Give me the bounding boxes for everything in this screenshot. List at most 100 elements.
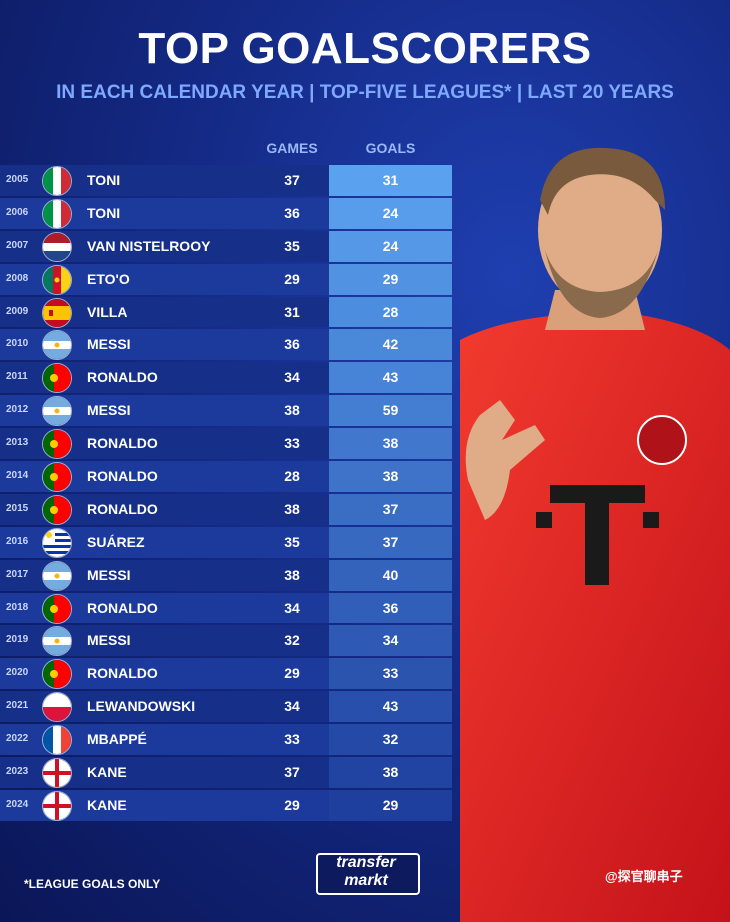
table-row: 2014 RONALDO 28 38: [0, 460, 452, 493]
games-value: 36: [284, 204, 300, 221]
table-row: 2018 RONALDO 34 36: [0, 592, 452, 625]
table-row: 2024 KANE 29 29: [0, 789, 452, 822]
italy-flag: [42, 166, 72, 196]
player-name: MESSI: [87, 632, 131, 649]
logo-line-1: transfer: [336, 854, 396, 871]
year-label: 2024: [6, 798, 29, 810]
table-row: 2015 RONALDO 38 37: [0, 493, 452, 526]
table-row: 2008 ETO'O 29 29: [0, 263, 452, 296]
goals-cell: 59: [329, 395, 452, 427]
goals-value: 32: [382, 731, 399, 748]
year-label: 2017: [6, 568, 29, 580]
cameroon-flag: [42, 264, 72, 295]
year-label: 2005: [6, 174, 29, 185]
table-row: 2007 VAN NISTELROOY 35 24: [0, 230, 452, 263]
table-row: 2011 RONALDO 34 43: [0, 361, 452, 394]
player-name: RONALDO: [87, 665, 158, 682]
goals-value: 43: [382, 369, 399, 386]
goals-column-header: GOALS: [365, 140, 416, 156]
year-label: 2008: [6, 272, 29, 284]
page-title: TOP GOALSCORERS: [138, 24, 592, 73]
goals-cell: 38: [329, 757, 452, 788]
table-row: 2021 LEWANDOWSKI 34 43: [0, 690, 452, 723]
uruguay-flag: [42, 527, 72, 558]
argentina-flag: [42, 560, 72, 591]
games-value: 34: [284, 698, 300, 715]
player-name: RONALDO: [87, 369, 158, 386]
games-value: 38: [284, 566, 300, 583]
player-name: MESSI: [87, 336, 131, 353]
table-row: 2010 MESSI 36 42: [0, 328, 452, 361]
year-label: 2016: [6, 535, 29, 547]
netherlands-flag: [42, 231, 72, 262]
table-row: 2017 MESSI 38 40: [0, 559, 452, 592]
year-label: 2013: [6, 437, 29, 449]
table-row: 2005 TONI 37 31: [0, 164, 452, 197]
games-value: 37: [284, 172, 300, 188]
france-flag: [42, 725, 72, 756]
year-label: 2023: [6, 766, 29, 778]
year-label: 2006: [6, 206, 29, 218]
table-row: 2009 VILLA 31 28: [0, 296, 452, 329]
goals-cell: 29: [329, 789, 452, 821]
table-row: 2006 TONI 36 24: [0, 197, 452, 230]
year-label: 2015: [6, 502, 29, 514]
goals-value: 29: [382, 796, 399, 813]
year-label: 2012: [6, 404, 29, 416]
player-name: RONALDO: [87, 468, 158, 485]
games-value: 35: [284, 533, 300, 550]
player-name: KANE: [87, 764, 127, 781]
year-label: 2011: [6, 371, 28, 383]
games-value: 29: [284, 665, 300, 682]
year-label: 2021: [6, 700, 29, 712]
player-name: MESSI: [87, 402, 131, 419]
goals-cell: 38: [329, 428, 452, 460]
portugal-flag: [42, 429, 72, 460]
table-row: 2016 SUÁREZ 35 37: [0, 526, 452, 559]
goals-value: 43: [382, 698, 399, 715]
goals-cell: 31: [329, 165, 452, 196]
goals-cell: 40: [329, 559, 452, 591]
year-label: 2020: [6, 667, 29, 679]
games-value: 32: [284, 632, 300, 649]
year-label: 2010: [6, 338, 29, 350]
year-label: 2019: [6, 634, 29, 646]
goals-cell: 24: [329, 197, 452, 229]
player-name: RONALDO: [87, 500, 158, 517]
goals-cell: 32: [329, 724, 452, 756]
player-name: SUÁREZ: [87, 533, 145, 550]
games-value: 29: [284, 796, 300, 813]
games-value: 38: [284, 500, 300, 517]
goals-value: 36: [382, 599, 399, 616]
goals-cell: 43: [329, 691, 452, 723]
year-label: 2009: [6, 305, 29, 317]
goals-value: 40: [382, 566, 399, 583]
player-name: MESSI: [87, 566, 131, 583]
player-name: TONI: [87, 172, 121, 188]
games-column-header: GAMES: [266, 140, 318, 156]
goals-value: 38: [382, 435, 399, 452]
goals-cell: 38: [329, 461, 452, 492]
goals-cell: 29: [329, 263, 452, 295]
player-name: VAN NISTELROOY: [87, 237, 211, 254]
england-flag: [42, 790, 72, 821]
games-value: 29: [284, 270, 300, 287]
poland-flag: [42, 692, 72, 723]
watermark: @探官聊串子: [605, 869, 683, 884]
logo-line-2: markt: [344, 872, 388, 889]
page-subtitle: IN EACH CALENDAR YEAR | TOP-FIVE LEAGUES…: [56, 82, 674, 103]
goals-value: 34: [382, 632, 399, 649]
player-name: KANE: [87, 796, 127, 813]
games-value: 36: [284, 336, 300, 353]
spain-flag: [42, 297, 72, 328]
goals-cell: 37: [329, 493, 452, 525]
goals-cell: 42: [329, 329, 452, 361]
goals-value: 28: [382, 303, 399, 320]
goals-value: 38: [382, 764, 399, 781]
games-value: 37: [284, 764, 300, 781]
portugal-flag: [42, 494, 72, 525]
portugal-flag: [42, 462, 72, 493]
table-row: 2012 MESSI 38 59: [0, 394, 452, 427]
goals-value: 42: [382, 336, 399, 353]
